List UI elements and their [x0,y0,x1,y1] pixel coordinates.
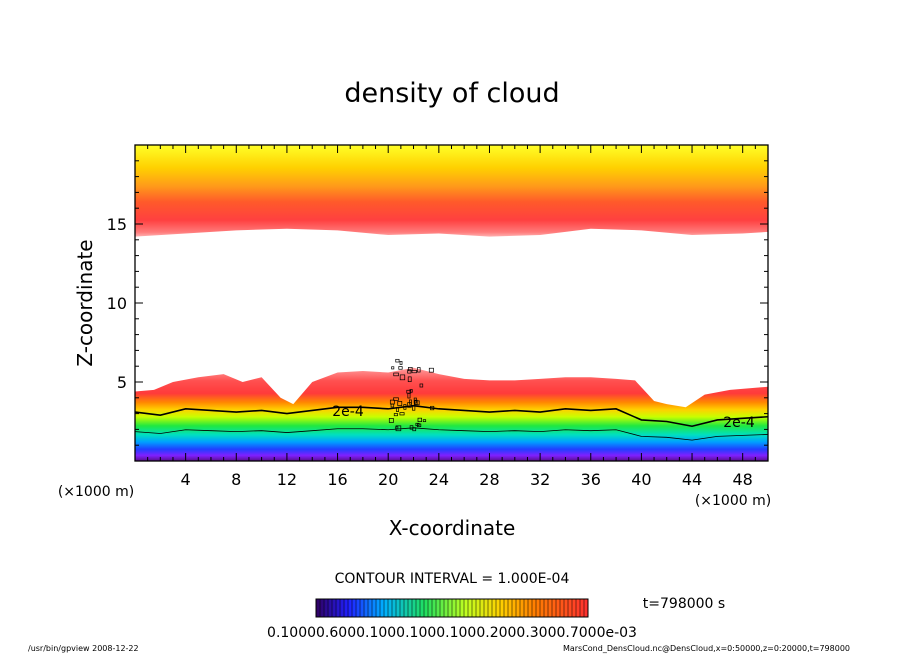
x-tick-label: 12 [277,470,297,489]
contour-noise-mark [388,418,394,423]
contour-noise-mark [403,404,407,410]
contour-noise-mark [422,419,427,423]
contour-noise-mark [428,367,434,373]
contour-noise-mark [409,425,414,430]
contour-noise-mark [399,412,405,416]
x-tick-label: 40 [631,470,651,489]
y-axis-ticks: 5 10 15 [107,160,768,446]
contour-noise-mark [415,422,420,426]
contour-noise-mark [406,389,412,394]
contour-noise-mark [390,403,395,408]
footer-left: /usr/bin/gpview 2008-12-22 [28,644,139,653]
contour-noise-mark [399,361,403,365]
time-label: t=798000 s [643,596,725,612]
contour-noise-mark [407,369,412,374]
colorbar-tick-labels: 0.10000.6000.1000.1000.1000.2000.3000.70… [267,625,637,641]
y-axis-label: Z-coordinate [73,239,97,366]
contour-noise-mark [409,399,412,405]
contour-noise-mark [393,413,398,417]
contour-noise-mark [396,407,399,412]
colorbar-divisions [319,599,585,617]
contour-noise-mark [391,366,395,370]
contour-noise-mark [413,397,417,404]
contour-noise-mark [393,397,399,401]
contour-label-1: 2e-4 [332,404,364,420]
contour-noise-mark [417,417,423,422]
plot-fill [135,145,768,461]
x-tick-label: 44 [682,470,702,489]
x-tick-label: 20 [378,470,398,489]
contour-2e-4-line [135,404,768,428]
contour-noise-mark [407,376,412,383]
contour-noise-mark [398,366,403,370]
contour-noise-mark [408,367,413,372]
y-tick-label: 5 [117,373,127,392]
upper-cloud-fill [135,145,768,237]
x-tick-label: 32 [530,470,550,489]
footer-right: MarsCond_DensCloud.nc@DensCloud,x=0:5000… [563,644,850,653]
x-axis-ticks: 4 8 12 16 20 24 28 32 36 40 44 48 [147,145,756,489]
contour-noise-mark [393,372,399,377]
contour-noise-mark [412,405,416,411]
x-tick-label: 4 [181,470,191,489]
x-tick-label: 24 [429,470,449,489]
x-unit-right: (×1000 m) [695,493,771,509]
contour-noise-mark [399,374,406,381]
y-tick-label: 15 [107,215,127,234]
contour-label-2: 2e-4 [723,415,755,431]
contour-noise-mark [430,405,435,411]
contour-noise-patch [388,358,435,432]
x-tick-label: 16 [327,470,347,489]
x-tick-label: 48 [733,470,753,489]
x-tick-label: 36 [581,470,601,489]
contour-noise-mark [395,426,399,430]
contour-noise-mark [397,401,403,406]
contour-lower-line [135,427,768,441]
chart-title: density of cloud [344,78,559,109]
x-tick-label: 8 [231,470,241,489]
contour-noise-mark [411,369,417,374]
x-axis-label: X-coordinate [389,516,516,540]
y-tick-label: 10 [107,294,127,313]
x-unit-left: (×1000 m) [58,484,134,500]
contour-noise-mark [417,367,421,373]
contour-noise-mark [407,402,412,408]
lower-cloud-fill [135,367,768,461]
x-tick-label: 28 [479,470,499,489]
contour-interval: CONTOUR INTERVAL = 1.000E-04 [335,571,570,587]
contour-noise-mark [395,358,400,363]
contour-noise-mark [419,383,424,388]
